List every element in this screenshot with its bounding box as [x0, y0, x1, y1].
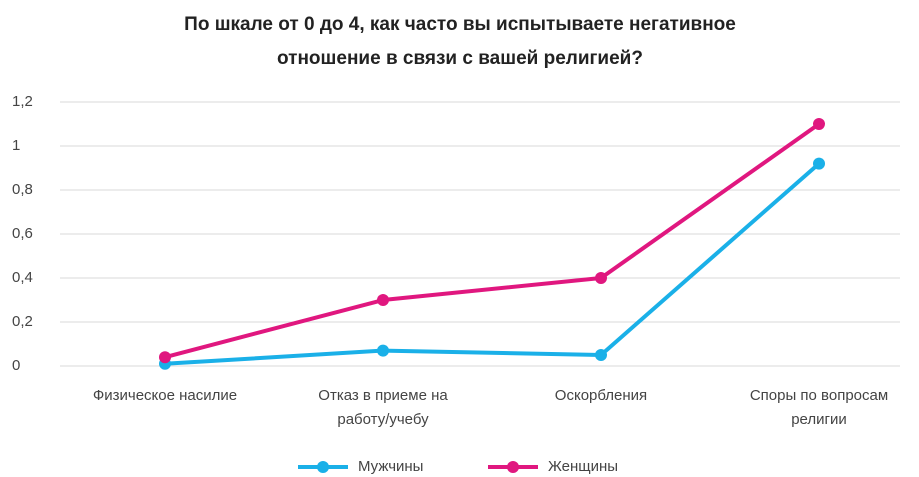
y-tick-label: 0,2 — [12, 313, 33, 330]
x-tick-label: Оскорбления — [554, 387, 648, 404]
x-tick-label: Споры по вопросам религии — [749, 387, 889, 428]
series-line — [164, 122, 821, 360]
y-tick-label: 0 — [12, 357, 20, 374]
y-tick-label: 1 — [12, 137, 20, 154]
point — [595, 272, 607, 284]
x-tick-label: Физическое насилие — [92, 387, 238, 404]
point — [159, 351, 171, 364]
legend-marker — [317, 461, 329, 473]
series-line — [164, 162, 821, 366]
y-tick-label: 0,6 — [12, 225, 33, 242]
chart-title: По шкале от 0 до 4, как часто вы испытыв… — [184, 14, 736, 69]
legend-label: Женщины — [548, 458, 618, 475]
point — [813, 118, 825, 130]
legend-label: Мужчины — [358, 458, 423, 475]
point — [377, 344, 389, 357]
x-tick-label: Отказ в приеме на работу/учебу — [318, 387, 448, 428]
legend-marker — [507, 461, 519, 473]
point — [813, 157, 825, 170]
point — [377, 294, 389, 306]
y-tick-label: 0,8 — [12, 181, 33, 198]
point — [595, 349, 607, 361]
y-tick-label: 1,2 — [12, 93, 33, 110]
y-tick-label: 0,4 — [12, 269, 33, 286]
